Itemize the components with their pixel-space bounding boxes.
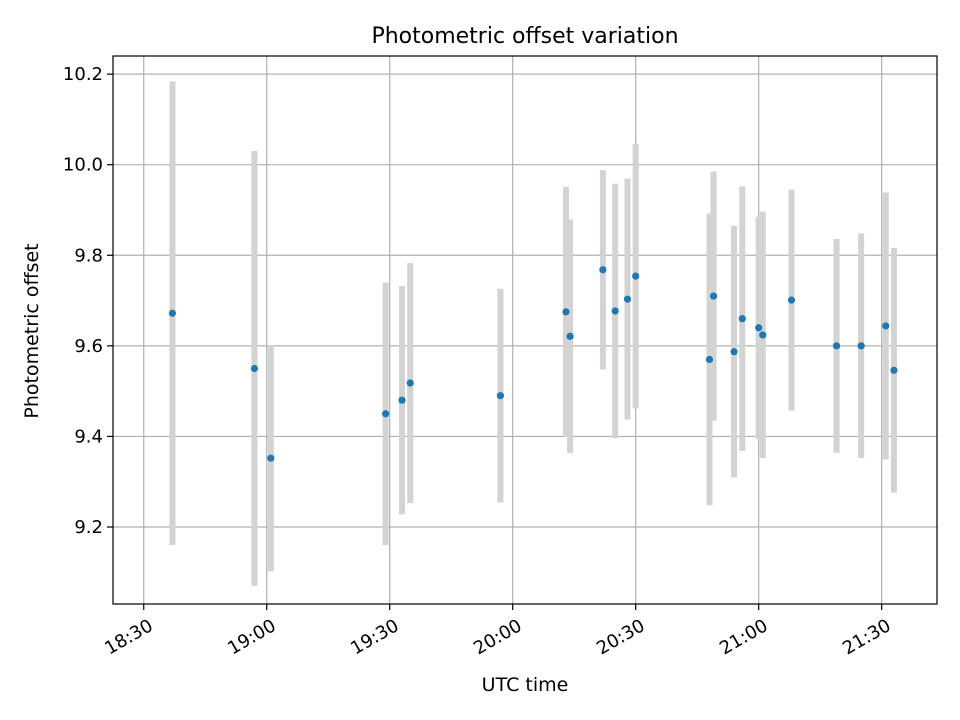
x-tick-label: 21:30 bbox=[839, 615, 894, 659]
data-point bbox=[857, 342, 865, 350]
data-point bbox=[623, 295, 632, 303]
data-point bbox=[738, 315, 746, 323]
data-point bbox=[705, 355, 714, 364]
data-point bbox=[168, 309, 177, 317]
y-axis-label: Photometric offset bbox=[21, 243, 43, 418]
x-tick-label: 19:00 bbox=[224, 615, 279, 659]
data-point bbox=[709, 292, 718, 300]
data-point bbox=[787, 296, 796, 304]
grid bbox=[113, 56, 937, 604]
data-point bbox=[882, 322, 890, 330]
x-tick-label: 20:30 bbox=[593, 615, 648, 659]
chart-title: Photometric offset variation bbox=[371, 24, 678, 49]
y-tick-label: 9.8 bbox=[74, 245, 103, 266]
data-point bbox=[599, 266, 607, 274]
data-point bbox=[566, 332, 574, 340]
x-tick-label: 19:30 bbox=[347, 615, 402, 659]
data-point bbox=[398, 396, 406, 404]
data-point bbox=[832, 342, 841, 350]
y-tick-label: 9.2 bbox=[74, 517, 103, 538]
x-tick-label: 20:00 bbox=[470, 615, 525, 659]
data-point bbox=[406, 379, 414, 387]
y-tick-label: 9.4 bbox=[74, 426, 103, 447]
data-point bbox=[496, 392, 505, 400]
x-tick-label: 18:30 bbox=[101, 615, 156, 659]
data-point bbox=[250, 364, 259, 373]
data-point bbox=[730, 348, 738, 356]
data-point bbox=[632, 272, 640, 280]
data-point bbox=[755, 324, 763, 332]
error-bars bbox=[169, 81, 897, 586]
data-point bbox=[562, 308, 570, 316]
data-point bbox=[759, 331, 767, 339]
data-point bbox=[267, 454, 275, 462]
data-point bbox=[382, 410, 390, 418]
data-point bbox=[890, 366, 898, 374]
plot-frame bbox=[112, 55, 938, 605]
data-points bbox=[168, 266, 898, 462]
x-tick-label: 21:00 bbox=[716, 615, 771, 659]
y-tick-label: 9.6 bbox=[74, 336, 103, 357]
data-point bbox=[611, 307, 619, 315]
y-tick-label: 10.0 bbox=[63, 155, 103, 176]
ticks: 18:30 19:00 19:30 20:00 20:30 21:00 21:30 9.2 9.… bbox=[63, 64, 895, 659]
y-tick-label: 10.2 bbox=[63, 64, 103, 85]
x-axis-label: UTC time bbox=[482, 674, 569, 696]
